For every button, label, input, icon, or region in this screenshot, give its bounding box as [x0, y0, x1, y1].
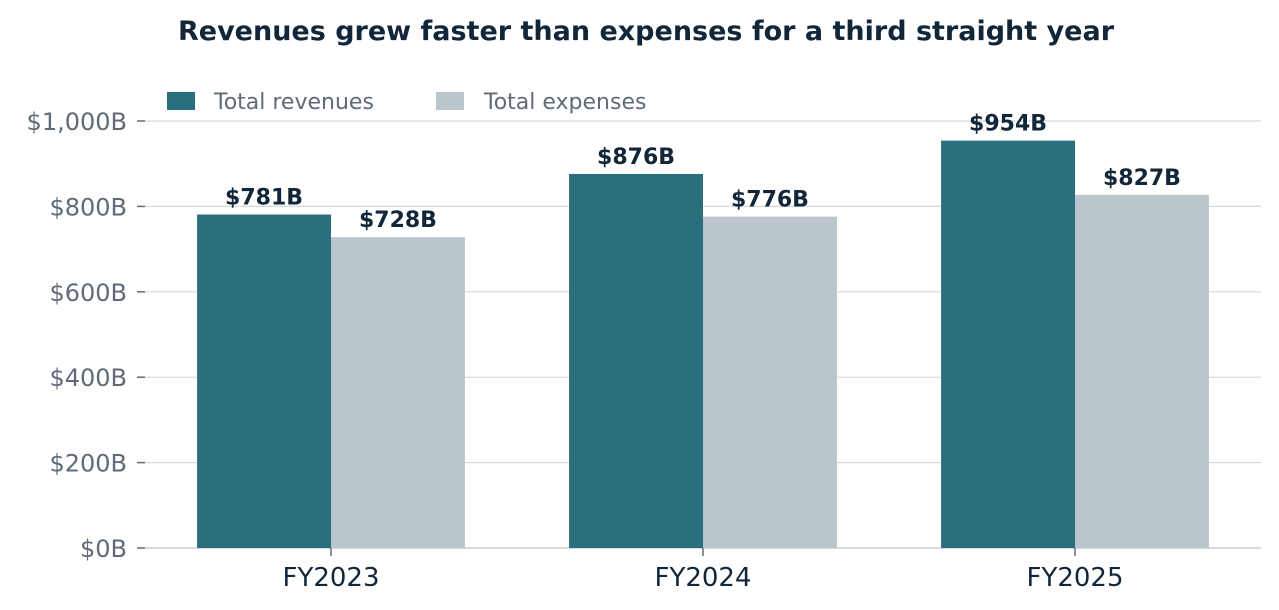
value-label-revenues: $876B: [597, 145, 675, 170]
y-tick-label: $0B: [80, 535, 127, 563]
value-label-revenues: $781B: [225, 186, 303, 211]
legend-label-revenues: Total revenues: [213, 90, 374, 115]
y-tick-label: $200B: [49, 450, 127, 478]
bar-expenses: [1075, 194, 1209, 548]
bars: [197, 140, 1209, 549]
legend-label-expenses: Total expenses: [483, 90, 646, 115]
bar-revenues: [941, 140, 1075, 548]
y-tick-label: $600B: [49, 279, 127, 307]
x-tick-label: FY2024: [654, 563, 751, 593]
bar-revenues: [569, 173, 703, 548]
x-tick-label: FY2023: [282, 563, 379, 593]
value-label-expenses: $776B: [731, 188, 809, 213]
legend-swatch-expenses: [436, 92, 464, 110]
y-tick-label: $800B: [49, 193, 127, 221]
bar-expenses: [703, 216, 837, 548]
value-labels: $781B $728B $876B $776B $954B $827B: [225, 112, 1181, 234]
bar-expenses: [331, 237, 465, 549]
value-label-expenses: $728B: [359, 208, 437, 233]
chart-title: Revenues grew faster than expenses for a…: [178, 16, 1115, 47]
value-label-revenues: $954B: [969, 112, 1047, 137]
y-tick-label: $1,000B: [27, 108, 127, 136]
axes: $0B $200B $400B $600B $800B $1,000B FY2023 FY20…: [27, 108, 1261, 593]
x-tick-label: FY2025: [1026, 563, 1123, 593]
legend-swatch-revenues: [167, 92, 195, 110]
legend: Total revenues Total expenses: [167, 90, 646, 115]
value-label-expenses: $827B: [1103, 166, 1181, 191]
y-tick-label: $400B: [49, 364, 127, 392]
bar-revenues: [197, 214, 331, 548]
